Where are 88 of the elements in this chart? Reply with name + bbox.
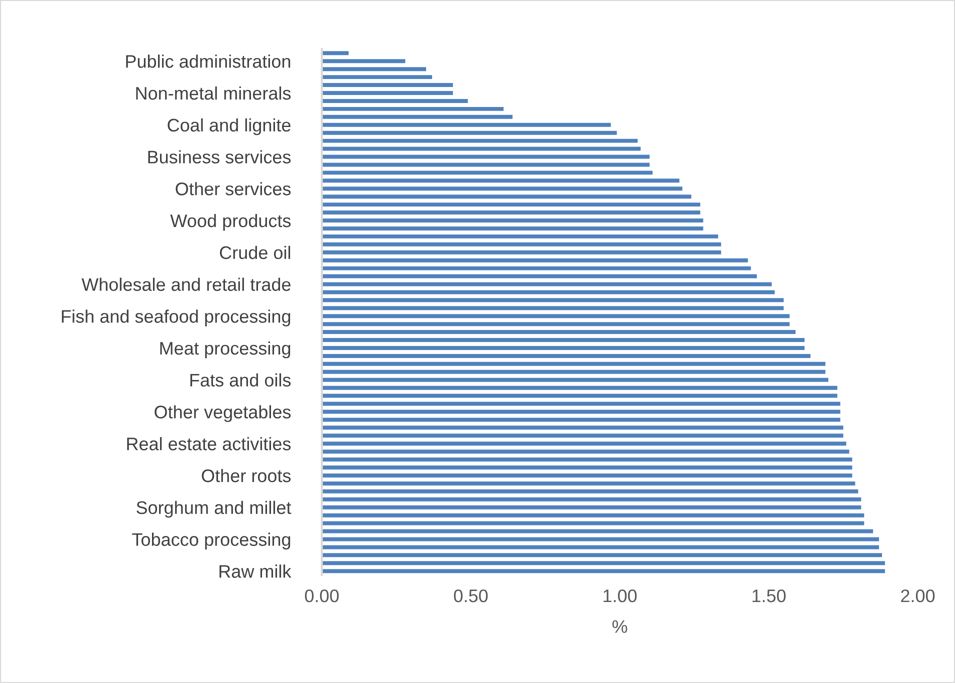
- bar: [322, 242, 722, 246]
- y-tick-label: Sorghum and millet: [136, 500, 292, 518]
- bar: [322, 226, 704, 230]
- bar: [322, 434, 844, 438]
- bar: [322, 505, 862, 510]
- bar: [322, 513, 864, 518]
- bar: [322, 553, 882, 558]
- y-tick-label: Wholesale and retail trade: [82, 278, 290, 291]
- bar: [322, 370, 826, 374]
- y-tick-label: Public administration: [126, 54, 290, 68]
- y-tick-label: Real estate activities: [127, 437, 291, 450]
- bar: [322, 481, 856, 486]
- bar: [322, 330, 796, 334]
- bar: [322, 354, 810, 358]
- bar: [322, 402, 840, 406]
- bar: [322, 489, 858, 494]
- y-tick-label: Fish and seafood processing: [62, 310, 290, 326]
- bar: [322, 130, 617, 135]
- bar: [322, 274, 757, 278]
- bar: [322, 346, 805, 350]
- y-tick-label: Wood products: [170, 214, 291, 231]
- bar: [322, 442, 846, 446]
- bar: [322, 362, 826, 366]
- y-tick-label: Tobacco processing: [132, 532, 290, 550]
- bar: [322, 545, 880, 550]
- bar: [322, 290, 775, 294]
- bar: [322, 122, 611, 127]
- y-tick-label: Crude oil: [220, 246, 290, 260]
- bar: [322, 529, 874, 534]
- bar: [322, 138, 638, 143]
- bar: [322, 458, 852, 462]
- bar: [322, 410, 840, 414]
- bar: [322, 51, 349, 56]
- bar: [322, 266, 751, 270]
- y-tick-label: Meat processing: [160, 341, 290, 358]
- bar: [322, 91, 453, 95]
- bar: [322, 473, 852, 478]
- bar: [322, 186, 682, 191]
- bar: [322, 322, 790, 326]
- bar: [322, 75, 432, 80]
- bar: [322, 146, 641, 151]
- x-tick-label: 2.00: [901, 589, 935, 602]
- bar: [322, 59, 406, 64]
- y-tick-label: Non-metal minerals: [136, 86, 291, 100]
- bar: [322, 162, 650, 167]
- bar: [322, 306, 784, 310]
- x-tick-label: 0.00: [304, 589, 339, 602]
- x-tick-label: 0.50: [454, 589, 488, 602]
- bar: [322, 537, 880, 542]
- bar: [322, 83, 453, 88]
- bar: [322, 521, 864, 526]
- y-tick-label: Coal and lignite: [168, 118, 290, 136]
- bar: [322, 569, 885, 574]
- y-tick-label: Other roots: [202, 468, 291, 482]
- bar: [322, 234, 718, 238]
- bar: [322, 98, 468, 103]
- bar: [322, 282, 772, 286]
- bar: [322, 194, 692, 199]
- bar: [322, 250, 722, 254]
- bar: [322, 450, 850, 454]
- bar: [322, 314, 790, 318]
- x-tick-label: 1.00: [604, 589, 637, 602]
- y-tick-label: Raw milk: [220, 564, 292, 578]
- bar: [322, 561, 885, 566]
- y-tick-label: Fats and oils: [190, 373, 291, 387]
- y-tick-label: Other services: [176, 182, 291, 196]
- bar: [322, 426, 844, 430]
- bar: [322, 386, 838, 390]
- bar: [322, 218, 704, 222]
- bar: [322, 298, 784, 302]
- bar: [322, 170, 653, 175]
- bar: [322, 466, 852, 470]
- bar: [322, 202, 700, 207]
- x-tick-label: 1.50: [752, 589, 786, 602]
- bar: [322, 378, 828, 382]
- bar: [322, 497, 862, 502]
- bar: [322, 67, 426, 72]
- bar: [322, 394, 838, 398]
- bar: [322, 258, 748, 262]
- y-tick-label: Other vegetables: [154, 405, 291, 422]
- bar: [322, 114, 513, 119]
- bar: [322, 210, 700, 215]
- bar: [322, 106, 504, 111]
- bar: [322, 338, 805, 342]
- bar: [322, 178, 680, 183]
- y-tick-label: Business services: [148, 150, 291, 164]
- bar: [322, 418, 840, 422]
- x-axis-title: %: [612, 620, 628, 633]
